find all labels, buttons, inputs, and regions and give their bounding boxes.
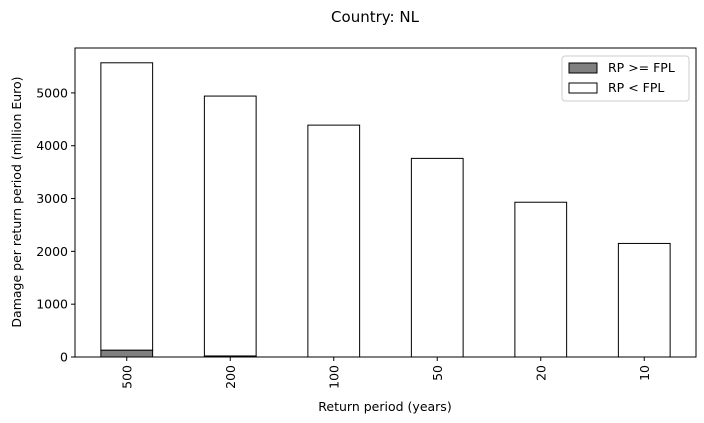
y-axis-ticks: 0 1000 2000 3000 4000 5000 xyxy=(36,85,75,365)
y-axis-label: Damage per return period (million Euro) xyxy=(9,76,24,327)
plot-frame xyxy=(74,47,697,358)
legend-swatch-rp-ge-fpl xyxy=(568,62,598,74)
x-tick-label: 20 xyxy=(533,365,548,381)
legend: RP >= FPL RP < FPL xyxy=(561,55,690,102)
bar-rp-lt-fpl-50 xyxy=(410,157,464,358)
bar-rp-lt-fpl-200 xyxy=(203,95,257,357)
x-tick-label: 200 xyxy=(223,365,238,389)
legend-label-rp-lt-fpl: RP < FPL xyxy=(608,80,664,95)
y-tick-label: 5000 xyxy=(36,85,68,100)
x-tick-label: 10 xyxy=(637,365,652,381)
x-axis-label: Return period (years) xyxy=(318,399,451,414)
y-tick-label: 1000 xyxy=(36,297,68,312)
x-tick-label: 500 xyxy=(119,365,134,389)
legend-label-rp-ge-fpl: RP >= FPL xyxy=(608,60,675,75)
bar-rp-lt-fpl-10 xyxy=(617,242,671,358)
x-tick-label: 100 xyxy=(326,365,341,389)
bar-rp-lt-fpl-100 xyxy=(307,124,361,358)
x-tick-label: 50 xyxy=(430,365,445,381)
chart-title: Country: NL xyxy=(331,8,420,26)
x-axis-ticks: 500 200 100 50 20 10 xyxy=(119,357,652,389)
legend-swatch-rp-lt-fpl xyxy=(568,82,598,94)
bar-rp-lt-fpl-500 xyxy=(100,62,154,351)
y-tick-label: 0 xyxy=(60,350,68,365)
y-tick-label: 3000 xyxy=(36,191,68,206)
bar-rp-ge-fpl-500 xyxy=(100,349,154,358)
bar-rp-lt-fpl-20 xyxy=(514,201,568,358)
y-tick-label: 2000 xyxy=(36,244,68,259)
y-tick-label: 4000 xyxy=(36,138,68,153)
bars-group xyxy=(100,62,671,358)
